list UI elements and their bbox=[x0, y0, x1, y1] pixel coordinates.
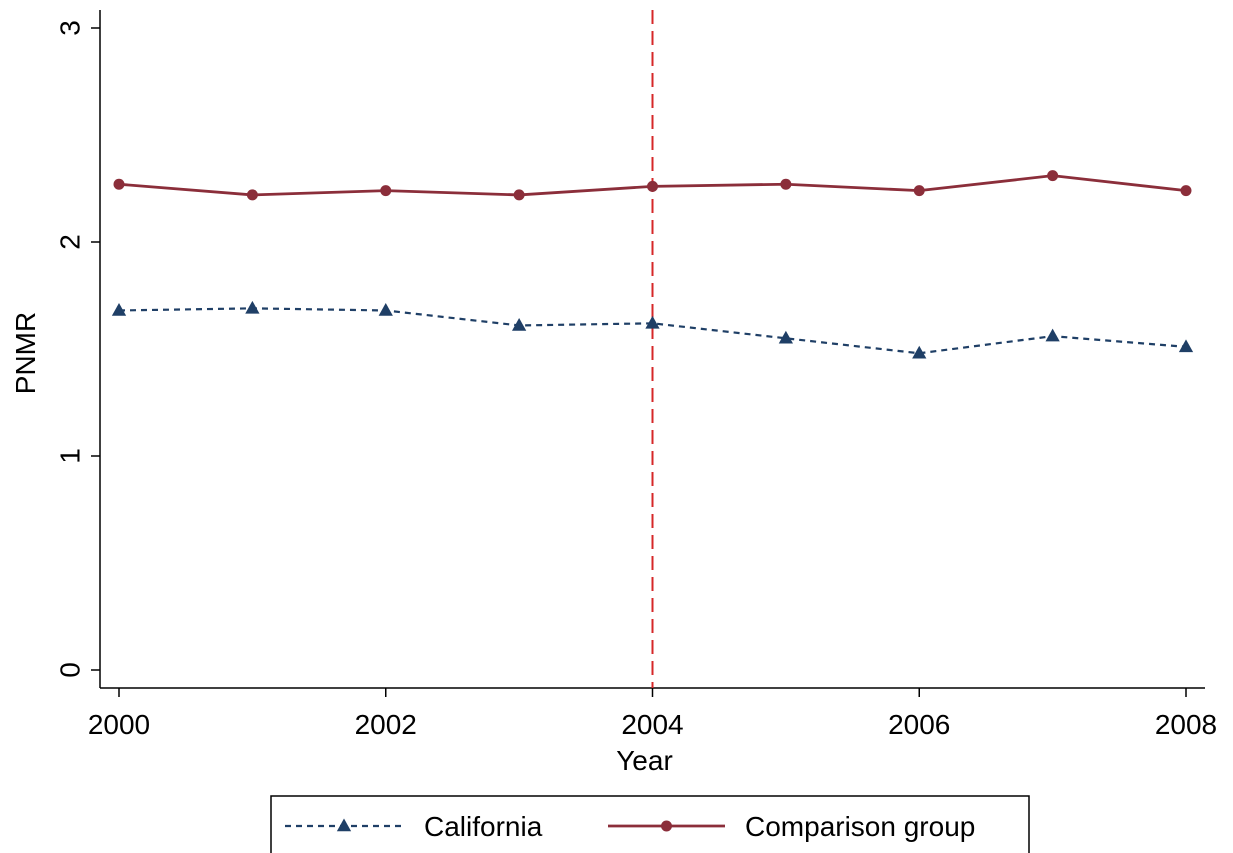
y-tick-label: 3 bbox=[54, 20, 85, 36]
data-point bbox=[912, 345, 927, 359]
data-point bbox=[647, 180, 658, 192]
y-tick-label: 1 bbox=[54, 448, 85, 464]
x-tick-label: 2006 bbox=[888, 709, 950, 740]
legend-marker bbox=[661, 820, 672, 832]
legend: California Comparison group bbox=[270, 795, 1030, 853]
series-layer bbox=[111, 170, 1194, 359]
x-tick-label: 2008 bbox=[1155, 709, 1217, 740]
series-comparison-group bbox=[113, 170, 1192, 201]
x-tick-label: 2004 bbox=[621, 709, 683, 740]
data-point bbox=[113, 178, 125, 190]
data-point bbox=[913, 185, 925, 197]
series-line bbox=[118, 307, 1187, 355]
data-point bbox=[1180, 185, 1192, 197]
data-point bbox=[1047, 170, 1059, 182]
data-point bbox=[1178, 339, 1194, 353]
x-axis-title: Year bbox=[616, 745, 673, 776]
legend-label: Comparison group bbox=[745, 811, 975, 842]
data-point bbox=[245, 300, 260, 314]
data-point bbox=[645, 315, 660, 329]
data-point bbox=[513, 189, 525, 201]
data-point bbox=[378, 302, 393, 316]
x-tick-label: 2000 bbox=[88, 709, 150, 740]
data-point bbox=[512, 317, 527, 331]
data-point bbox=[246, 189, 258, 201]
data-point bbox=[780, 178, 792, 190]
series-california bbox=[111, 300, 1194, 359]
legend-box bbox=[270, 795, 1030, 853]
axes: 0 1 2 3 2000 2002 2004 2006 2008 bbox=[54, 10, 1217, 740]
legend-marker bbox=[336, 818, 352, 832]
y-axis-title: PNMR bbox=[10, 312, 41, 394]
y-tick-label: 0 bbox=[54, 662, 85, 678]
data-point bbox=[111, 302, 127, 316]
y-tick-label: 2 bbox=[54, 234, 85, 250]
data-point bbox=[1045, 328, 1060, 342]
data-point bbox=[778, 330, 793, 344]
legend-label: California bbox=[424, 811, 543, 842]
data-point bbox=[380, 185, 392, 197]
x-tick-label: 2002 bbox=[355, 709, 417, 740]
